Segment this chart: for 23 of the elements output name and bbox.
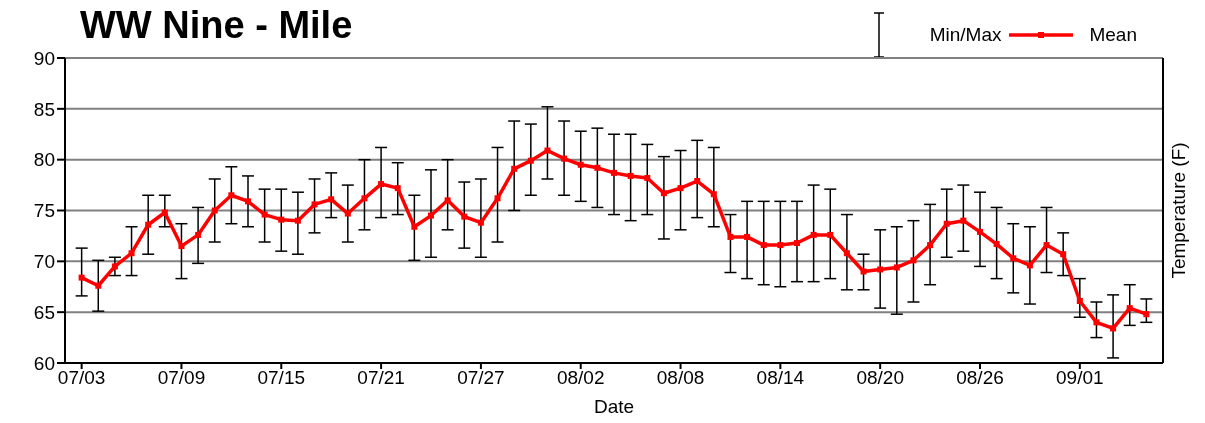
x-tick-label: 08/14 (756, 367, 805, 389)
x-tick-label: 07/21 (357, 367, 405, 389)
y-tick-label: 85 (33, 98, 55, 120)
x-tick-label: 07/27 (457, 367, 505, 389)
y-tick-label: 70 (33, 251, 55, 273)
y-tick-label: 75 (33, 200, 55, 222)
y-axis-title: Temperature (F) (1167, 142, 1189, 279)
y-tick-label: 90 (33, 47, 55, 69)
x-tick-label: 08/26 (956, 367, 1004, 389)
x-tick-label: 09/01 (1056, 367, 1104, 389)
x-tick-label: 07/09 (157, 367, 206, 389)
x-tick-label: 08/08 (656, 367, 705, 389)
x-tick-label: 08/02 (556, 367, 605, 389)
x-tick-label: 07/15 (257, 367, 306, 389)
y-tick-label: 60 (33, 352, 55, 374)
chart-title: WW Nine - Mile (80, 4, 353, 47)
x-axis-title: Date (593, 396, 635, 417)
text: Min/Max (929, 24, 1002, 46)
y-tick-label: 65 (33, 301, 55, 323)
x-tick-label: 08/20 (856, 367, 904, 389)
y-tick-label: 80 (33, 149, 55, 171)
x-tick-label: 07/03 (57, 367, 106, 389)
legend-label: Mean (1089, 24, 1137, 46)
